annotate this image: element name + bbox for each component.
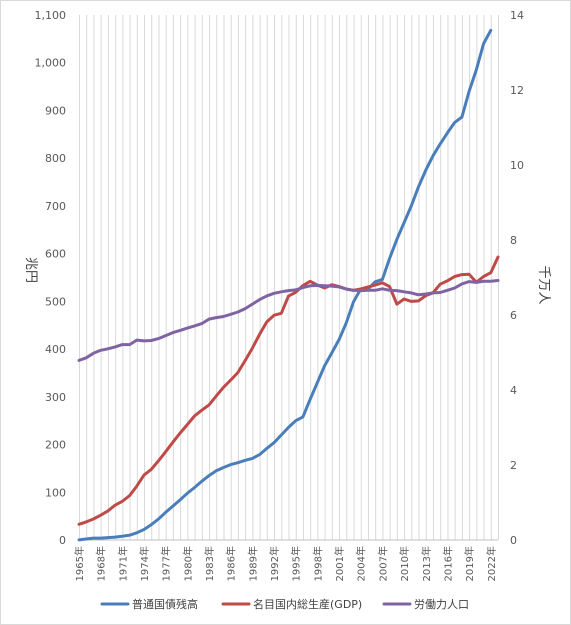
x-tick-label: 2001年 (333, 546, 346, 581)
right-axis-title: 千万人 (536, 265, 551, 304)
right-y-tick-label: 10 (510, 159, 524, 172)
left-y-tick-label: 800 (45, 152, 66, 165)
right-y-tick-label: 6 (510, 309, 517, 322)
right-y-tick-label: 4 (510, 384, 517, 397)
x-tick-label: 2004年 (355, 546, 368, 581)
x-tick-label: 2013年 (420, 546, 433, 581)
x-tick-label: 2022年 (485, 546, 498, 581)
left-y-tick-label: 100 (45, 486, 66, 499)
series-line-3 (77, 279, 500, 362)
x-tick-label: 1983年 (203, 546, 216, 581)
x-tick-label: 1977年 (160, 546, 173, 581)
right-y-tick-label: 0 (510, 534, 517, 547)
left-y-tick-label: 600 (45, 248, 66, 261)
left-y-tick-label: 400 (45, 343, 66, 356)
series-lines (77, 28, 500, 542)
right-y-tick-label: 2 (510, 459, 517, 472)
left-y-tick-label: 1,100 (35, 9, 67, 22)
left-y-tick-label: 1,000 (35, 57, 67, 70)
left-y-tick-label: 200 (45, 439, 66, 452)
right-y-tick-labels: 0 2 4 6 8 10 12 14 (510, 9, 524, 547)
legend-label: 労働力人口 (414, 597, 469, 611)
x-tick-label: 1980年 (181, 546, 194, 581)
legend: 普通国債残高 名目国内総生産(GDP) 労働力人口 (100, 597, 469, 611)
legend-label: 名目国内総生産(GDP) (253, 597, 362, 611)
x-tick-label: 1995年 (290, 546, 303, 581)
x-tick-label: 1998年 (311, 546, 324, 581)
left-y-tick-label: 300 (45, 391, 66, 404)
x-tick-label: 1974年 (138, 546, 151, 581)
x-tick-label: 1971年 (116, 546, 129, 581)
left-y-tick-label: 500 (45, 295, 66, 308)
series-line-1 (77, 28, 493, 542)
x-tick-label: 1992年 (268, 546, 281, 581)
x-tick-label: 2016年 (441, 546, 454, 581)
left-y-tick-label: 900 (45, 104, 66, 117)
left-y-tick-labels: 0 100 200 300 400 500 600 700 800 900 1,000 1,100 (35, 9, 67, 547)
x-tick-label: 2007年 (376, 546, 389, 581)
right-y-tick-label: 8 (510, 234, 517, 247)
x-tick-label: 1989年 (246, 546, 259, 581)
x-tick-label: 1986年 (225, 546, 238, 581)
right-y-tick-label: 14 (510, 9, 524, 22)
x-tick-label: 2019年 (463, 546, 476, 581)
x-tick-label: 2010年 (398, 546, 411, 581)
left-y-tick-label: 700 (45, 200, 66, 213)
x-tick-label: 1965年 (73, 546, 86, 581)
left-axis-title: 兆円 (23, 257, 38, 283)
left-y-tick-label: 0 (59, 534, 66, 547)
legend-label: 普通国債残高 (132, 597, 198, 611)
vertical-gridlines (79, 15, 499, 540)
x-tick-label: 1968年 (95, 546, 108, 581)
x-tick-labels: 1965年 1968年 1971年 1974年 1977年 1980年 1983年 1986年… (73, 546, 498, 581)
right-y-tick-label: 12 (510, 84, 524, 97)
